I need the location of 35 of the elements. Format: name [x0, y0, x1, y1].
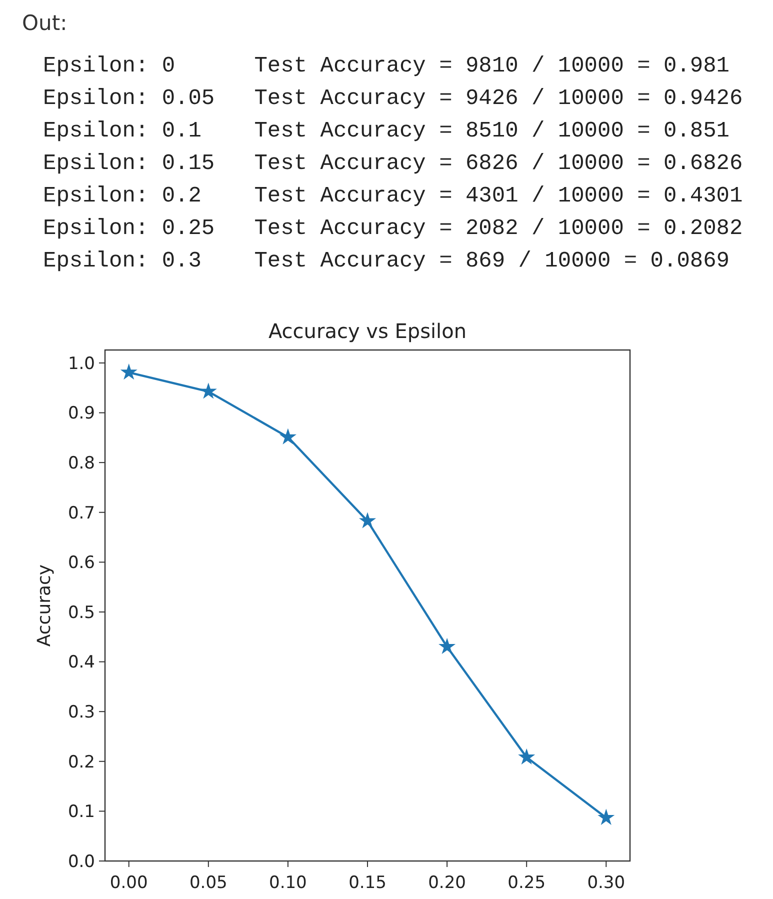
text: Epsilon: 0 Test Accuracy = 9810 / 10000 = 0.981	[43, 54, 730, 78]
point	[200, 382, 217, 399]
text: Epsilon: 0.2 Test Accuracy = 4301 / 10000 = 0.4301	[43, 184, 743, 208]
text: Epsilon: 0.3 Test Accuracy = 869 / 10000 = 0.0869	[43, 248, 730, 274]
text: Epsilon: 0.05 Test Accuracy = 9426 / 10000 = 0.9426	[43, 86, 743, 111]
y-tick-label: 0.0	[68, 852, 95, 872]
text: Epsilon: 0.25 Test Accuracy = 2082 / 10000 = 0.2082	[43, 216, 743, 241]
point	[518, 748, 536, 765]
y-tick-label: 0.9	[68, 404, 95, 424]
point	[358, 512, 376, 528]
chart-title: Accuracy vs Epsilon	[268, 319, 467, 343]
point	[120, 363, 138, 380]
y-tick-label: 0.7	[68, 503, 95, 524]
x-tick-label: 0.15	[348, 873, 386, 893]
x-tick-label: 0.05	[189, 873, 228, 893]
x-tick-label: 0.10	[269, 873, 307, 893]
y-tick-label: 0.1	[68, 802, 95, 822]
y-tick-label: 0.4	[68, 652, 95, 673]
x-tick-label: 0.30	[587, 873, 626, 893]
point	[438, 638, 456, 654]
text: Out:	[22, 11, 68, 35]
y-axis-title: Accuracy	[34, 564, 55, 647]
point	[598, 808, 615, 825]
x-tick-label: 0.00	[110, 873, 148, 893]
y-tick-label: 0.5	[68, 602, 95, 623]
y-tick-label: 0.8	[68, 454, 95, 474]
text: Epsilon: 0.1 Test Accuracy = 8510 / 10000 = 0.851	[43, 118, 730, 144]
y-tick-label: 1.0	[68, 354, 95, 374]
y-tick-label: 0.6	[68, 553, 95, 574]
x-tick-label: 0.25	[508, 873, 546, 893]
x-tick-label: 0.20	[428, 873, 466, 893]
y-tick-label: 0.2	[68, 752, 95, 772]
point	[279, 428, 296, 444]
y-tick-label: 0.3	[68, 702, 95, 723]
text: Epsilon: 0.15 Test Accuracy = 6826 / 10000 = 0.6826	[43, 151, 743, 176]
